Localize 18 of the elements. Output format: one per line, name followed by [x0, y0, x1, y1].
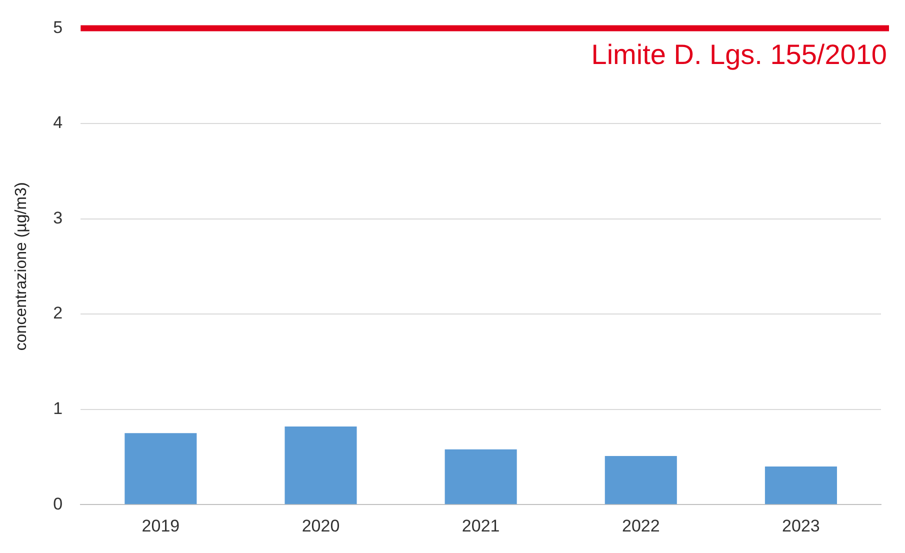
bar [124, 433, 197, 504]
x-tick-label: 2019 [142, 516, 180, 536]
bar [444, 449, 517, 504]
x-tick-label: 2021 [462, 516, 500, 536]
x-tick-label: 2023 [782, 516, 820, 536]
y-tick-label: 2 [53, 304, 63, 323]
y-axis-title: concentrazione (µg/m3) [13, 182, 30, 351]
x-tick-label: 2022 [622, 516, 660, 536]
bar [764, 466, 837, 504]
y-tick-label: 5 [53, 18, 63, 37]
y-tick-label: 3 [53, 208, 63, 228]
y-tick-label: 0 [53, 494, 63, 514]
ref-line-label: Limite D. Lgs. 155/2010 [591, 38, 887, 70]
y-tick-label: 4 [53, 113, 63, 132]
bar [284, 426, 357, 504]
x-tick-label: 2020 [302, 516, 340, 536]
bar [604, 456, 677, 504]
y-tick-label: 1 [53, 399, 63, 418]
